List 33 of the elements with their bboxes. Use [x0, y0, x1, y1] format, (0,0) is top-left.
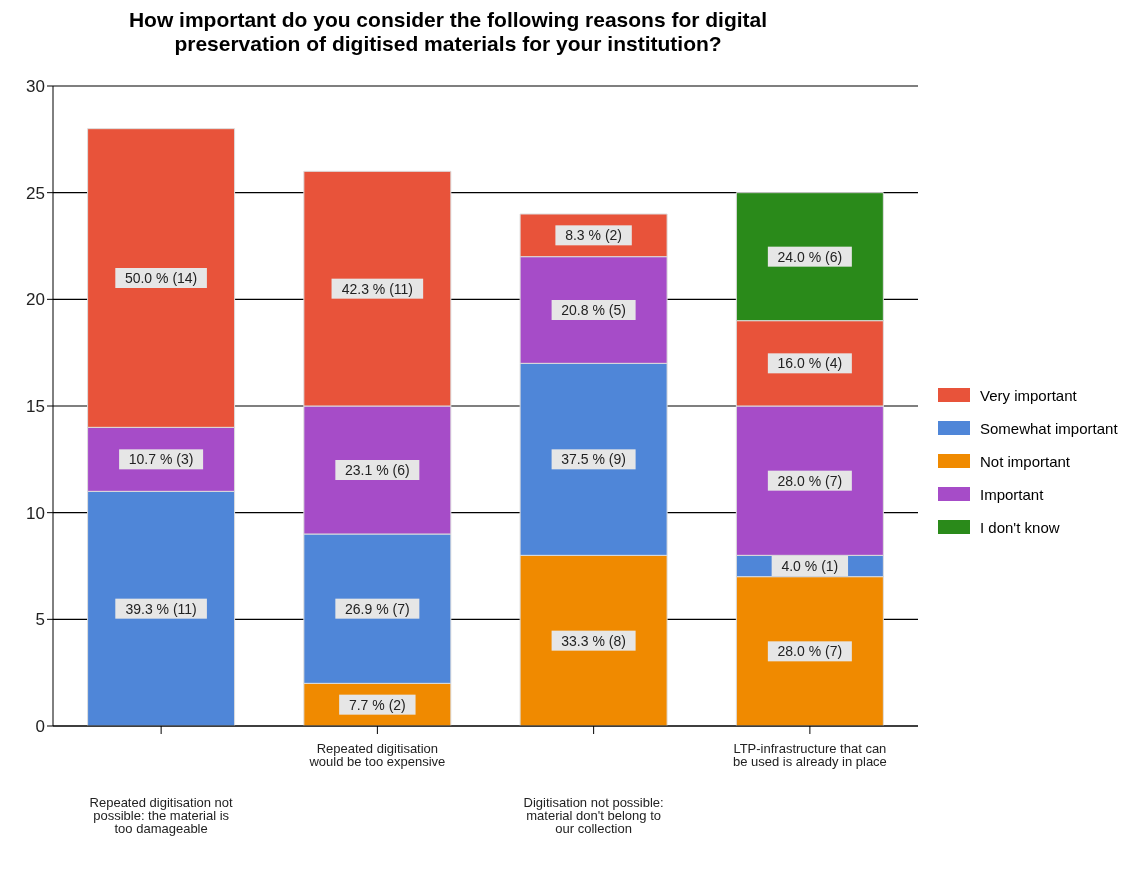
data-label: 33.3 % (8) [561, 632, 626, 649]
data-label: 24.0 % (6) [777, 248, 843, 265]
legend-label: I don't know [980, 518, 1060, 536]
legend-label: Not important [980, 452, 1071, 470]
x-tick-label: Repeated digitisation not possible: the material is too damageable [89, 795, 234, 837]
y-tick-label: 20 [26, 290, 45, 310]
x-tick-label: Digitisation not possible: material don't belong to our collection [523, 795, 664, 837]
legend-label: Important [980, 485, 1044, 503]
data-label: 16.0 % (4) [777, 355, 843, 372]
y-tick-label: 10 [26, 503, 45, 523]
data-label: 28.0 % (7) [777, 472, 843, 489]
chart-title: How important do you consider the following reasons for digital preservation of digitised materials for your institution? [127, 8, 769, 56]
data-label: 7.7 % (2) [348, 696, 406, 713]
data-label: 37.5 % (9) [561, 451, 626, 468]
data-label: 8.3 % (2) [565, 227, 623, 244]
legend-label: Very important [980, 386, 1077, 404]
data-label: 28.0 % (7) [777, 643, 843, 660]
y-tick-label: 5 [35, 610, 45, 630]
data-label: 39.3 % (11) [125, 600, 197, 617]
y-tick-label: 30 [26, 77, 45, 97]
data-label: 4.0 % (1) [781, 558, 839, 574]
data-label: 20.8 % (5) [561, 302, 626, 318]
x-tick-label: Repeated digitisation would be too expensive [308, 741, 446, 770]
data-label: 42.3 % (11) [341, 280, 414, 297]
y-tick-label: 0 [35, 717, 45, 737]
data-label: 10.7 % (3) [128, 451, 194, 468]
legend-label: Somewhat important [980, 419, 1118, 437]
data-label: 23.1 % (6) [345, 462, 410, 478]
x-tick-label: LTP-infrastructure that can be used is already in place [732, 741, 887, 770]
data-label: 50.0 % (14) [124, 270, 198, 286]
data-label: 26.9 % (7) [345, 600, 410, 617]
y-tick-label: 15 [26, 397, 45, 417]
y-tick-label: 25 [26, 183, 45, 203]
